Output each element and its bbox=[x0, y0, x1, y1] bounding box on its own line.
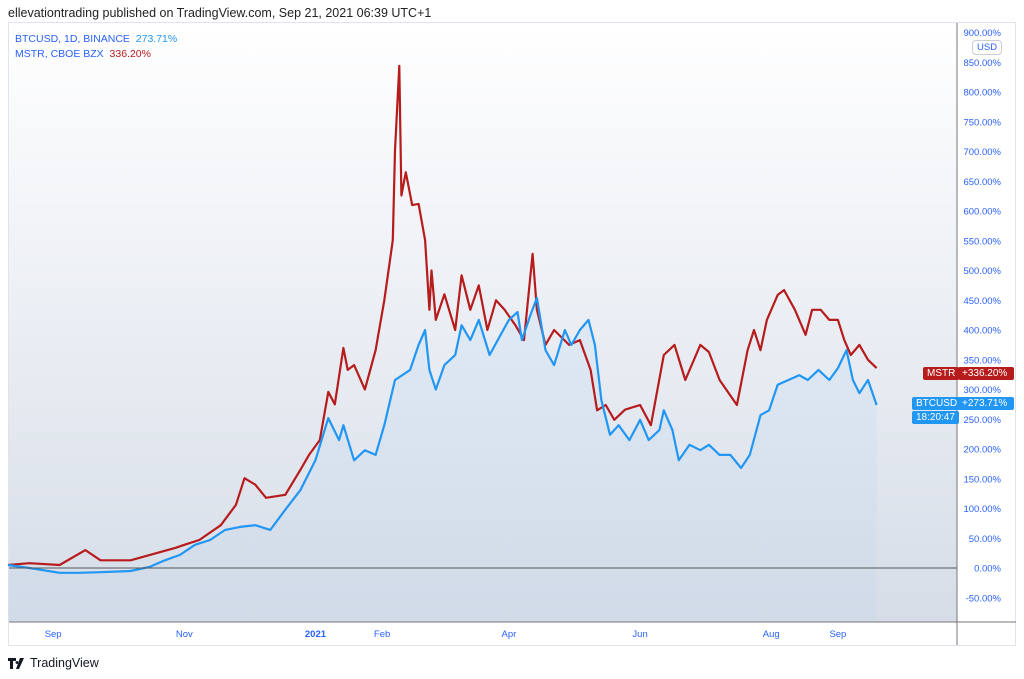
y-tick-label: 550.00% bbox=[963, 236, 1001, 247]
y-tick-label: 450.00% bbox=[963, 296, 1001, 307]
x-tick-label: Jun bbox=[632, 629, 647, 640]
y-tick-label: 50.00% bbox=[969, 534, 1002, 545]
y-tick-label: -50.00% bbox=[966, 593, 1002, 604]
chart-frame bbox=[8, 22, 1016, 646]
y-tick-label: 800.00% bbox=[963, 88, 1001, 99]
y-tick-label: 850.00% bbox=[963, 58, 1001, 69]
y-tick-label: 500.00% bbox=[963, 266, 1001, 277]
btcusd-area bbox=[8, 297, 877, 622]
x-tick-label: 2021 bbox=[305, 629, 327, 640]
currency-button[interactable]: USD bbox=[972, 40, 1003, 55]
y-tick-label: 900.00% bbox=[963, 28, 1001, 39]
y-tick-label: 750.00% bbox=[963, 117, 1001, 128]
time-axis[interactable]: Sep Nov 2021 Feb Apr Jun Aug Sep bbox=[45, 629, 847, 640]
btc-countdown: 18:20:47 bbox=[912, 411, 959, 424]
mstr-line[interactable] bbox=[7, 64, 878, 567]
x-tick-label: Aug bbox=[763, 629, 780, 640]
tradingview-logo-icon bbox=[8, 657, 24, 669]
x-tick-label: Nov bbox=[176, 629, 193, 640]
legend-btc-name: BTCUSD, 1D, BINANCE bbox=[15, 33, 130, 45]
y-tick-label: 300.00% bbox=[963, 385, 1001, 396]
legend-mstr[interactable]: MSTR, CBOE BZX 336.20% bbox=[15, 48, 151, 60]
publisher-line: ellevationtrading published on TradingVi… bbox=[8, 6, 432, 20]
y-tick-label: 400.00% bbox=[963, 326, 1001, 337]
mstr-price-tag: +336.20% bbox=[958, 367, 1014, 380]
y-tick-label: 700.00% bbox=[963, 147, 1001, 158]
legend-btc[interactable]: BTCUSD, 1D, BINANCE 273.71% bbox=[15, 33, 177, 45]
y-tick-label: 0.00% bbox=[974, 564, 1001, 575]
y-tick-label: 650.00% bbox=[963, 177, 1001, 188]
y-tick-label: 200.00% bbox=[963, 445, 1001, 456]
x-tick-label: Feb bbox=[374, 629, 390, 640]
btc-price-tag: +273.71% bbox=[958, 397, 1014, 410]
btc-label-tag: BTCUSD bbox=[912, 397, 962, 410]
tradingview-logo[interactable]: TradingView bbox=[8, 656, 99, 670]
x-tick-label: Sep bbox=[829, 629, 846, 640]
y-tick-label: 250.00% bbox=[963, 415, 1001, 426]
legend-mstr-value: 336.20% bbox=[109, 48, 151, 60]
y-tick-label: 100.00% bbox=[963, 504, 1001, 515]
y-tick-label: 350.00% bbox=[963, 355, 1001, 366]
price-axis[interactable]: -50.00% 0.00% 50.00% 100.00% 150.00% 200.00% 2… bbox=[963, 28, 1001, 604]
btcusd-line[interactable] bbox=[7, 296, 878, 574]
y-tick-label: 150.00% bbox=[963, 474, 1001, 485]
x-tick-label: Apr bbox=[502, 629, 517, 640]
brand-name: TradingView bbox=[30, 656, 99, 670]
y-tick-label: 600.00% bbox=[963, 207, 1001, 218]
mstr-label-tag: MSTR bbox=[923, 367, 960, 380]
x-tick-label: Sep bbox=[45, 629, 62, 640]
legend-mstr-name: MSTR, CBOE BZX bbox=[15, 48, 104, 60]
legend-btc-value: 273.71% bbox=[135, 33, 178, 45]
